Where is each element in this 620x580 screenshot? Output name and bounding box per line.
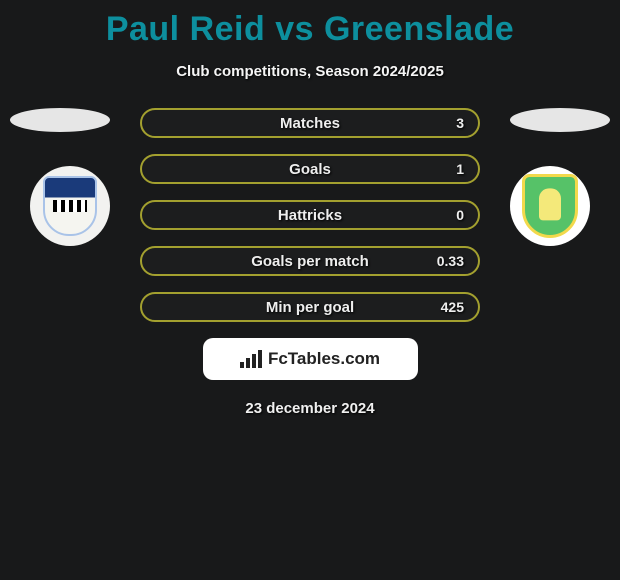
stat-row-goals: Goals 1: [140, 154, 480, 184]
stat-row-matches: Matches 3: [140, 108, 480, 138]
stat-row-goals-per-match: Goals per match 0.33: [140, 246, 480, 276]
stat-label: Min per goal: [266, 299, 354, 316]
club-crest-eastleigh: [43, 176, 97, 236]
player-right-avatar: [510, 108, 610, 132]
stat-row-min-per-goal: Min per goal 425: [140, 292, 480, 322]
date-label: 23 december 2024: [0, 400, 620, 417]
stat-value: 0.33: [437, 253, 464, 269]
stat-label: Hattricks: [278, 207, 342, 224]
chart-icon: [240, 350, 262, 368]
stat-label: Matches: [280, 115, 340, 132]
player-left-avatar: [10, 108, 110, 132]
stat-value: 425: [441, 299, 464, 315]
stat-value: 0: [456, 207, 464, 223]
page-title: Paul Reid vs Greenslade: [0, 0, 620, 49]
stats-list: Matches 3 Goals 1 Hattricks 0 Goals per …: [140, 108, 480, 322]
stat-label: Goals: [289, 161, 331, 178]
club-crest-yeovil: [522, 174, 578, 238]
stat-row-hattricks: Hattricks 0: [140, 200, 480, 230]
club-badge-left: [30, 166, 110, 246]
stat-value: 3: [456, 115, 464, 131]
club-badge-right: [510, 166, 590, 246]
subtitle: Club competitions, Season 2024/2025: [0, 63, 620, 80]
branding-badge: FcTables.com: [203, 338, 418, 380]
stat-value: 1: [456, 161, 464, 177]
branding-text: FcTables.com: [268, 349, 380, 369]
stat-label: Goals per match: [251, 253, 369, 270]
comparison-content: Matches 3 Goals 1 Hattricks 0 Goals per …: [0, 108, 620, 417]
